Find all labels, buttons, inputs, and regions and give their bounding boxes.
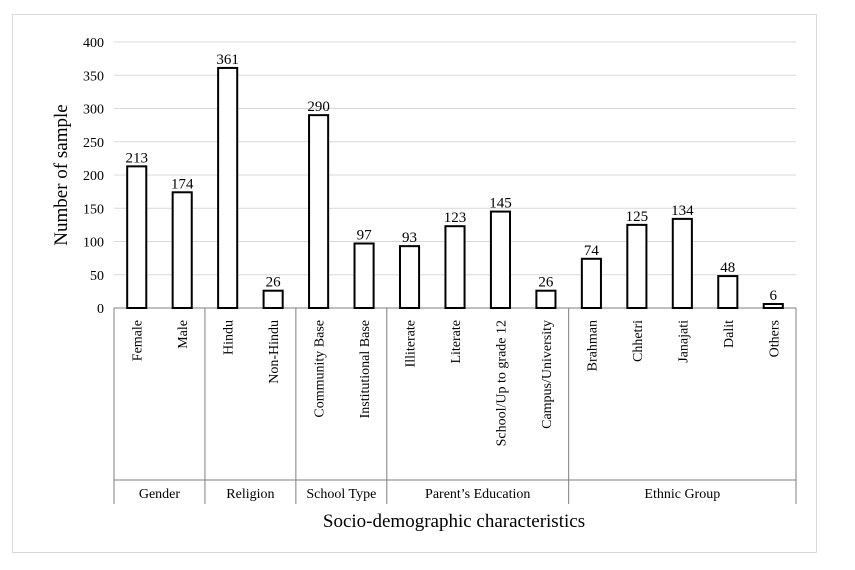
data-label: 290 [307, 99, 330, 115]
y-tick-label: 100 [83, 236, 104, 251]
y-tick-label: 50 [90, 269, 104, 284]
bar [126, 165, 148, 309]
group-dividers [113, 308, 797, 504]
bar [762, 303, 784, 310]
x-category-label: Dalit [722, 320, 737, 348]
x-category-label: Chhetri [631, 320, 646, 362]
x-category-label: School/Up to grade 12 [494, 320, 509, 446]
y-tick-label: 400 [83, 36, 104, 51]
x-category-label: Illiterate [404, 320, 419, 367]
bar [262, 289, 284, 309]
bar [626, 223, 648, 309]
y-tick-label: 300 [83, 103, 104, 118]
data-label: 6 [770, 288, 778, 304]
bar [308, 114, 330, 310]
data-label: 145 [489, 196, 512, 212]
data-label: 361 [216, 52, 239, 68]
data-label: 48 [720, 260, 735, 276]
bar [489, 210, 512, 309]
x-group-label: School Type [306, 487, 376, 502]
bar [580, 257, 602, 310]
x-group-label: Parent’s Education [425, 487, 530, 502]
y-tick-label: 350 [83, 69, 104, 84]
x-group-label: Ethnic Group [644, 487, 720, 502]
data-label: 134 [671, 203, 694, 219]
x-category-label: Community Base [313, 320, 328, 418]
bar [171, 191, 193, 309]
data-label: 26 [538, 275, 554, 291]
x-category-label: Female [131, 320, 146, 361]
x-group-label: Religion [226, 487, 274, 502]
y-tick-label: 250 [83, 136, 104, 151]
x-category-label: Male [176, 320, 191, 349]
data-label: 123 [444, 210, 467, 226]
x-category-label: Others [767, 320, 782, 357]
y-tick-label: 150 [83, 202, 104, 217]
y-tick-label: 200 [83, 169, 104, 184]
bar [717, 275, 739, 309]
x-axis-categories: Female Male Hindu Non-Hindu Community Base In… [131, 320, 783, 446]
x-axis-groups: Gender Religion School Type Parent’s Educat… [139, 487, 720, 502]
x-category-label: Hindu [222, 320, 237, 355]
bar [217, 66, 239, 309]
data-label: 26 [266, 275, 282, 291]
x-category-label: Campus/University [540, 320, 555, 429]
y-axis-title: Number of sample [51, 104, 72, 245]
bar [671, 217, 693, 309]
bar [353, 242, 375, 309]
x-category-label: Literate [449, 320, 464, 364]
x-category-label: Non-Hindu [267, 320, 282, 384]
bar [398, 245, 421, 309]
y-axis-ticks: 0 50 100 150 200 250 300 350 400 [83, 36, 104, 317]
bar [444, 225, 466, 309]
x-axis-title: Socio-demographic characteristics [323, 511, 585, 532]
x-group-label: Gender [139, 487, 181, 502]
bar [535, 289, 557, 309]
bars [126, 66, 784, 310]
data-label: 125 [626, 209, 649, 225]
data-label: 97 [357, 227, 373, 243]
data-label: 174 [171, 176, 194, 192]
data-label: 74 [584, 243, 600, 259]
x-category-label: Janajati [676, 320, 691, 363]
y-tick-label: 0 [97, 302, 104, 317]
data-label: 213 [125, 150, 148, 166]
x-category-label: Institutional Base [358, 320, 373, 418]
x-category-label: Brahman [585, 320, 600, 371]
data-labels: 213 174 361 26 290 97 93 123 145 26 74 125 134 48 6 [125, 52, 777, 304]
data-label: 93 [402, 230, 417, 246]
